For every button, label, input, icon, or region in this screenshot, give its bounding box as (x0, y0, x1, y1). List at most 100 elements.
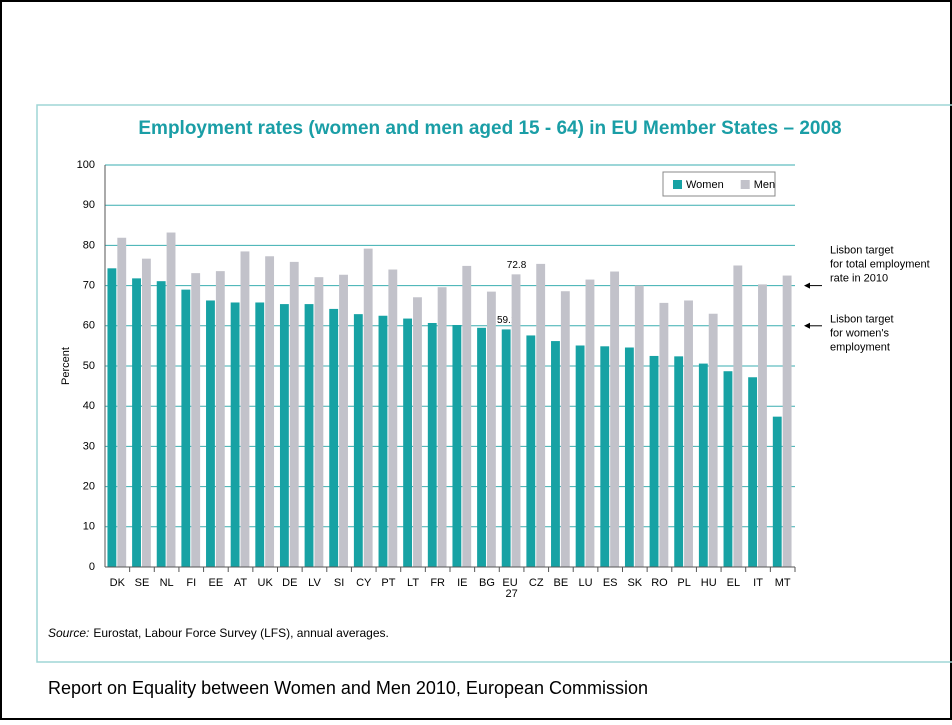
legend-swatch (740, 180, 750, 189)
bar (772, 416, 782, 567)
bar (560, 291, 570, 567)
x-tick-label: BE (554, 577, 569, 589)
x-tick-label: EL (727, 577, 740, 589)
bar (289, 261, 299, 567)
bar (329, 308, 339, 567)
x-tick-label: FI (186, 577, 196, 589)
y-tick-label: 0 (89, 561, 95, 573)
y-tick-label: 100 (77, 159, 95, 171)
bar (181, 289, 191, 567)
bar (575, 345, 585, 567)
data-label: 59.1 (497, 315, 517, 326)
annotation-arrowhead (804, 322, 810, 329)
x-tick-label: ES (603, 577, 618, 589)
x-tick-label: CY (356, 577, 372, 589)
bar (526, 335, 536, 567)
bar (215, 271, 225, 567)
bar (659, 302, 669, 567)
source: Source: Eurostat, Labour Force Survey (LF… (48, 626, 389, 640)
x-tick-label: IE (457, 577, 467, 589)
bar (255, 302, 265, 567)
y-axis-label: Percent (60, 347, 72, 385)
bar (708, 313, 718, 567)
bar (156, 281, 166, 567)
bar (674, 356, 684, 567)
bar (353, 314, 363, 567)
legend-label: Women (686, 179, 724, 191)
bar (240, 251, 250, 567)
bar (698, 363, 708, 567)
y-tick-label: 30 (83, 440, 95, 452)
bar (452, 324, 462, 567)
bar (363, 248, 373, 567)
y-tick-label: 70 (83, 280, 95, 292)
bar (511, 274, 521, 567)
x-tick-label: RO (651, 577, 668, 589)
bar (378, 315, 388, 567)
bar (413, 297, 422, 567)
x-tick-label: EU 27 (502, 577, 520, 600)
x-tick-label: FR (430, 577, 445, 589)
x-tick-label: PT (381, 577, 395, 589)
x-tick-label: IT (753, 577, 763, 589)
x-tick-label: SI (334, 577, 344, 589)
x-tick-label: PL (677, 577, 690, 589)
data-label: 72.8 (507, 260, 527, 271)
annotation-arrowhead (804, 282, 810, 289)
bar (166, 232, 176, 567)
x-tick-label-line: 27 (505, 588, 517, 600)
bar (437, 287, 447, 567)
bar (551, 341, 560, 567)
bar (624, 347, 634, 567)
bar (339, 274, 348, 567)
bar (723, 371, 733, 567)
bar (132, 278, 141, 567)
caption: Report on Equality between Women and Men… (48, 678, 648, 698)
bar (117, 237, 127, 567)
bar (107, 268, 117, 567)
chart-panel (36, 104, 952, 663)
bar (427, 322, 437, 567)
bar (649, 355, 659, 567)
annotation-text: for total employment (830, 259, 930, 271)
legend-swatch (673, 180, 682, 189)
annotation-text: Lisbon target (830, 245, 894, 257)
bar (501, 329, 511, 567)
bar (388, 269, 398, 567)
bar (758, 284, 767, 567)
y-tick-label: 10 (83, 521, 95, 533)
y-tick-label: 60 (83, 320, 95, 332)
annotation-text: rate in 2010 (830, 273, 888, 285)
bar (782, 275, 792, 567)
bar (610, 271, 620, 567)
bar (477, 327, 486, 567)
bar (733, 265, 743, 567)
y-tick-label: 50 (83, 360, 95, 372)
x-tick-label: BG (479, 577, 495, 589)
bar (600, 346, 610, 567)
bar (141, 258, 151, 567)
x-tick-label: NL (160, 577, 174, 589)
bar (748, 377, 758, 567)
chart-title: Employment rates (women and men aged 15 … (138, 118, 841, 139)
bar (684, 300, 693, 567)
y-tick-label: 20 (83, 481, 95, 493)
source-label: Source: (48, 626, 89, 640)
y-tick-label: 90 (83, 199, 95, 211)
bar (634, 285, 644, 567)
source-text: Eurostat, Labour Force Survey (LFS), ann… (93, 626, 388, 640)
bar (486, 291, 496, 567)
x-tick-label: DK (110, 577, 126, 589)
x-tick-label: AT (234, 577, 248, 589)
annotation-text: for women's (830, 328, 889, 340)
x-tick-label: HU (701, 577, 717, 589)
annotation-text: employment (830, 342, 890, 354)
bar (304, 304, 314, 567)
x-tick-label: CZ (529, 577, 544, 589)
bar (206, 300, 215, 567)
x-tick-label: MT (775, 577, 791, 589)
bar (314, 277, 324, 567)
bar (462, 265, 472, 567)
bar (403, 318, 413, 567)
